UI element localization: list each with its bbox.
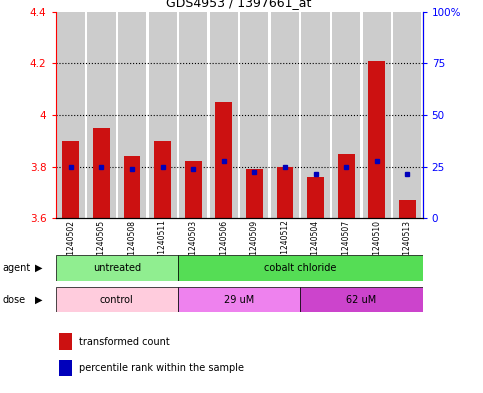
Bar bbox=[271, 12, 299, 218]
Bar bbox=[154, 141, 171, 218]
Bar bbox=[62, 141, 79, 218]
Bar bbox=[307, 177, 324, 218]
Bar bbox=[178, 255, 423, 281]
Bar bbox=[59, 360, 72, 376]
Title: GDS4953 / 1397661_at: GDS4953 / 1397661_at bbox=[167, 0, 312, 9]
Bar bbox=[179, 12, 207, 218]
Bar bbox=[87, 12, 115, 218]
Bar bbox=[56, 287, 178, 312]
Text: cobalt chloride: cobalt chloride bbox=[264, 263, 337, 273]
Bar bbox=[118, 12, 146, 218]
Bar bbox=[301, 12, 329, 218]
Bar bbox=[210, 12, 238, 218]
Text: percentile rank within the sample: percentile rank within the sample bbox=[79, 363, 244, 373]
Bar bbox=[178, 287, 300, 312]
Bar bbox=[56, 255, 178, 281]
Text: dose: dose bbox=[2, 295, 26, 305]
Bar bbox=[393, 12, 421, 218]
Bar bbox=[124, 156, 141, 218]
Bar bbox=[59, 333, 72, 350]
Bar bbox=[185, 162, 201, 218]
Bar bbox=[399, 200, 416, 218]
Bar bbox=[57, 12, 85, 218]
Bar bbox=[241, 12, 269, 218]
Text: control: control bbox=[100, 295, 134, 305]
Bar bbox=[215, 102, 232, 218]
Bar bbox=[149, 12, 177, 218]
Text: agent: agent bbox=[2, 263, 30, 273]
Bar bbox=[93, 128, 110, 218]
Text: ▶: ▶ bbox=[35, 295, 43, 305]
Bar bbox=[363, 12, 391, 218]
Bar bbox=[332, 12, 360, 218]
Bar bbox=[277, 167, 293, 218]
Bar bbox=[246, 169, 263, 218]
Text: 29 uM: 29 uM bbox=[224, 295, 254, 305]
Bar bbox=[338, 154, 355, 218]
Text: 62 uM: 62 uM bbox=[346, 295, 377, 305]
Text: untreated: untreated bbox=[93, 263, 141, 273]
Text: ▶: ▶ bbox=[35, 263, 43, 273]
Bar bbox=[300, 287, 423, 312]
Bar bbox=[369, 61, 385, 218]
Text: transformed count: transformed count bbox=[79, 336, 170, 347]
